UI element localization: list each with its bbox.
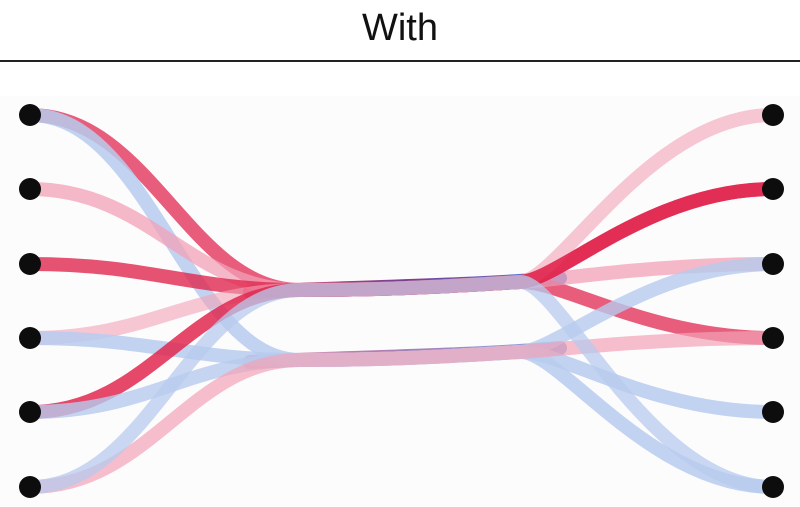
bundled-edge-diagram xyxy=(19,104,784,498)
left-node-5 xyxy=(19,476,41,498)
right-node-3 xyxy=(762,327,784,349)
edge-5-3 xyxy=(23,331,780,494)
left-node-4 xyxy=(19,401,41,423)
left-node-1 xyxy=(19,178,41,200)
edge-5-5 xyxy=(23,275,780,494)
diagram-title: With xyxy=(362,7,438,49)
title-divider xyxy=(0,60,800,62)
right-node-5 xyxy=(762,476,784,498)
diagram-panel xyxy=(0,96,800,507)
right-node-0 xyxy=(762,104,784,126)
left-node-3 xyxy=(19,327,41,349)
right-node-2 xyxy=(762,253,784,275)
edge-layer xyxy=(23,108,780,494)
left-node-2 xyxy=(19,253,41,275)
right-node-4 xyxy=(762,401,784,423)
node-layer xyxy=(19,104,784,498)
left-node-0 xyxy=(19,104,41,126)
right-node-1 xyxy=(762,178,784,200)
